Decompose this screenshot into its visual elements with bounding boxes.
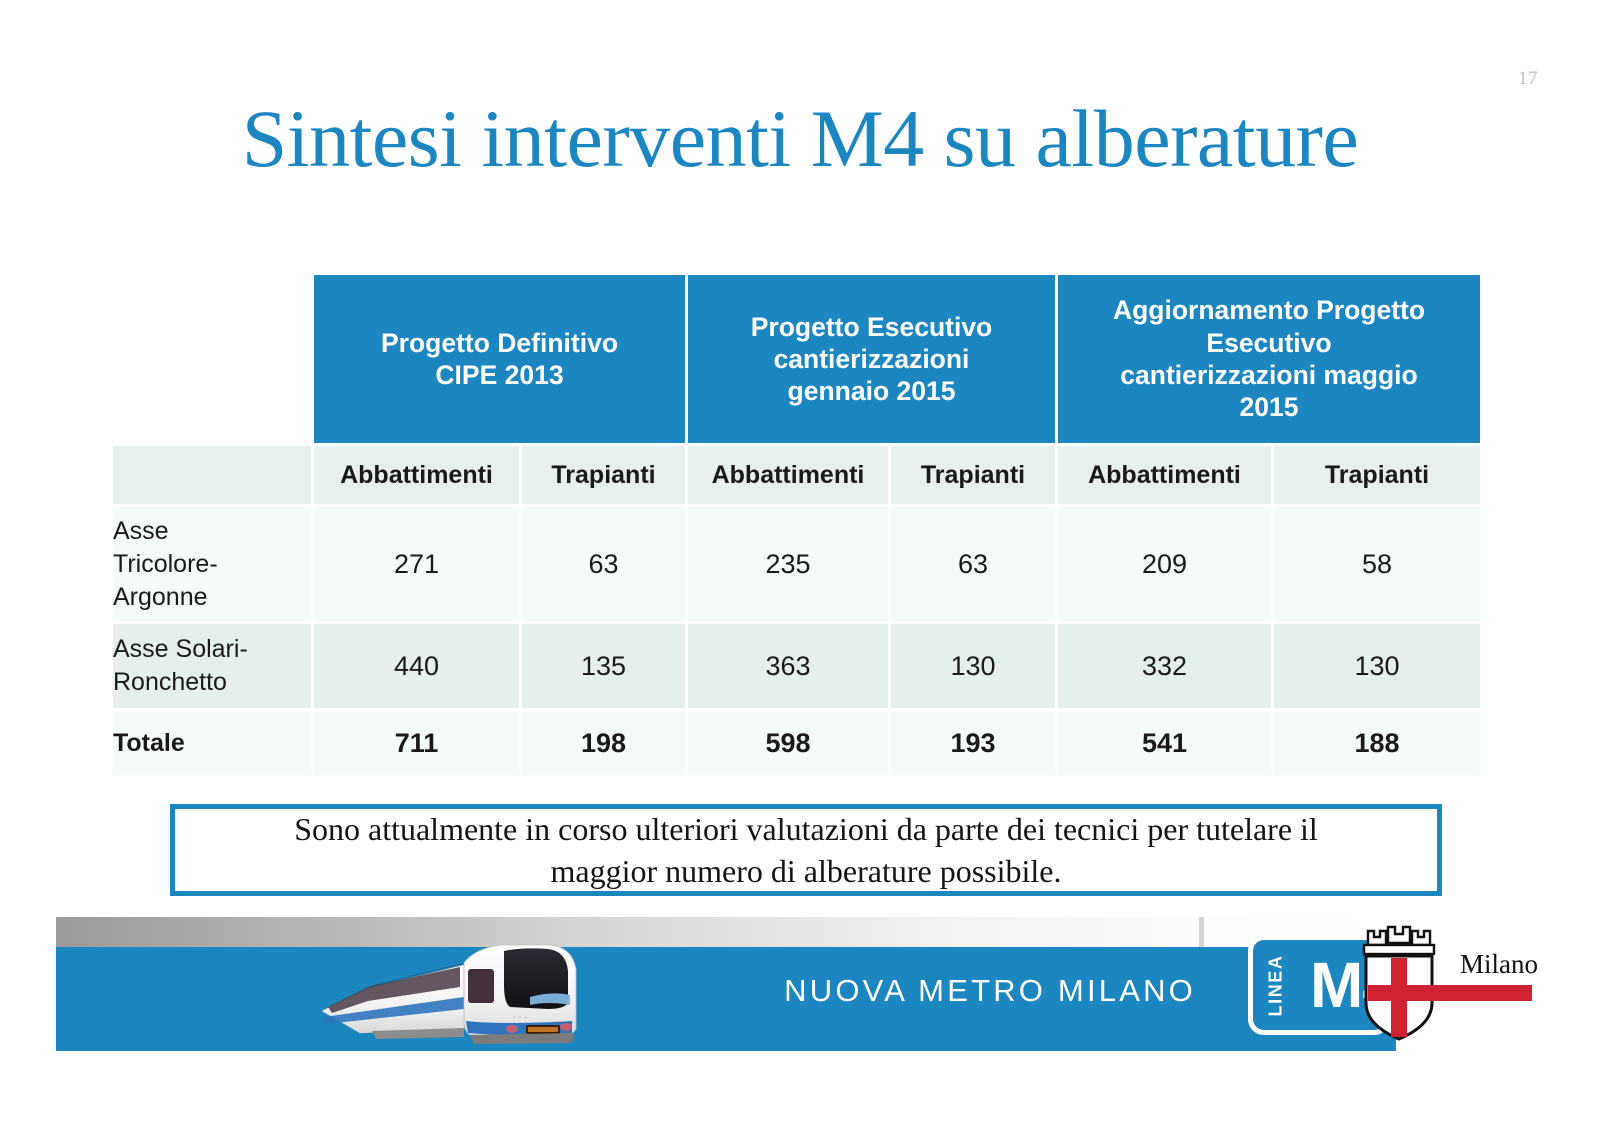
table-cell: 130 [1274, 624, 1481, 708]
table-cell: 209 [1058, 507, 1271, 621]
subheader-trapianti-3: Trapianti [1274, 446, 1481, 504]
table-cell: 440 [314, 624, 519, 708]
subheader-corner-cell [113, 446, 311, 504]
table-cell-total: 198 [522, 711, 685, 775]
page-number: 17 [1518, 68, 1538, 89]
table-cell: 271 [314, 507, 519, 621]
milano-coat-of-arms-logo: Milano [1360, 925, 1550, 1043]
footer-tick-mark [1199, 917, 1204, 947]
table-cell: 135 [522, 624, 685, 708]
subheader-trapianti-1: Trapianti [522, 446, 685, 504]
group-header-line: gennaio 2015 [787, 376, 956, 407]
table-subheader-row: Abbattimenti Trapianti Abbattimenti Trap… [113, 446, 1481, 504]
table-cell-total: 598 [688, 711, 888, 775]
subheader-abbattimenti-2: Abbattimenti [688, 446, 888, 504]
table-cell-total: 188 [1274, 711, 1481, 775]
page-title: Sintesi interventi M4 su alberature [241, 93, 1359, 184]
footer-caption: NUOVA METRO MILANO [784, 973, 1196, 1008]
table-row: Asse Tricolore- Argonne 271 63 235 63 20… [113, 507, 1481, 621]
subheader-trapianti-2: Trapianti [891, 446, 1055, 504]
footer-gray-gradient-strip [56, 917, 1396, 947]
note-text: Sono attualmente in corso ulteriori valu… [280, 808, 1332, 892]
group-header-line: Esecutivo [1206, 327, 1332, 358]
group-header-progetto-esecutivo: Progetto Esecutivo cantierizzazioni genn… [688, 275, 1055, 443]
table-cell: 58 [1274, 507, 1481, 621]
group-header-progetto-definitivo: Progetto Definitivo CIPE 2013 [314, 275, 685, 443]
row-label-asse-solari-ronchetto: Asse Solari- Ronchetto [113, 624, 311, 708]
group-header-line: Aggiornamento Progetto [1112, 295, 1426, 326]
group-header-line: CIPE 2013 [435, 360, 564, 390]
group-header-line: Progetto Definitivo [380, 327, 619, 358]
subheader-abbattimenti-1: Abbattimenti [314, 446, 519, 504]
footer-blue-band [56, 947, 1396, 1051]
row-label-line: Ronchetto [113, 668, 227, 696]
table-row-total: Totale 711 198 598 193 541 188 [113, 711, 1481, 775]
table-cell: 363 [688, 624, 888, 708]
footer-banner: NUOVA METRO MILANO LINEA M4 [56, 917, 1396, 1051]
milano-label: Milano [1460, 949, 1538, 979]
table-cell-total: 541 [1058, 711, 1271, 775]
table-group-header-row: Progetto Definitivo CIPE 2013 Progetto E… [113, 275, 1481, 443]
group-header-line: Progetto Esecutivo [750, 311, 993, 342]
row-label-line: Argonne [113, 582, 208, 611]
table-cell-total: 711 [314, 711, 519, 775]
table-cell: 63 [891, 507, 1055, 621]
alberature-table: Progetto Definitivo CIPE 2013 Progetto E… [110, 272, 1481, 778]
note-line-2: maggior numero di alberature possibile. [550, 853, 1062, 889]
group-header-line: cantierizzazioni [773, 343, 970, 374]
row-label-line: Asse [113, 516, 169, 545]
row-label-line: Tricolore- [113, 549, 218, 578]
metro-train-illustration [314, 925, 594, 1051]
note-callout-box: Sono attualmente in corso ulteriori valu… [170, 804, 1442, 896]
group-header-line: 2015 [1239, 392, 1299, 423]
m4-linea-label: LINEA [1265, 954, 1286, 1016]
subheader-abbattimenti-3: Abbattimenti [1058, 446, 1271, 504]
table-cell: 235 [688, 507, 888, 621]
table-cell: 130 [891, 624, 1055, 708]
table-cell-total: 193 [891, 711, 1055, 775]
row-label-totale: Totale [113, 711, 311, 775]
group-header-aggiornamento-progetto-esecutivo: Aggiornamento Progetto Esecutivo cantier… [1058, 275, 1481, 443]
table-cell: 332 [1058, 624, 1271, 708]
table-corner-cell [113, 275, 311, 443]
note-line-1: Sono attualmente in corso ulteriori valu… [294, 810, 1318, 847]
row-label-asse-tricolore-argonne: Asse Tricolore- Argonne [113, 507, 311, 621]
row-label-line: Asse Solari- [113, 635, 248, 663]
group-header-line: cantierizzazioni maggio [1120, 360, 1418, 390]
table-cell: 63 [522, 507, 685, 621]
table-row: Asse Solari- Ronchetto 440 135 363 130 3… [113, 624, 1481, 708]
